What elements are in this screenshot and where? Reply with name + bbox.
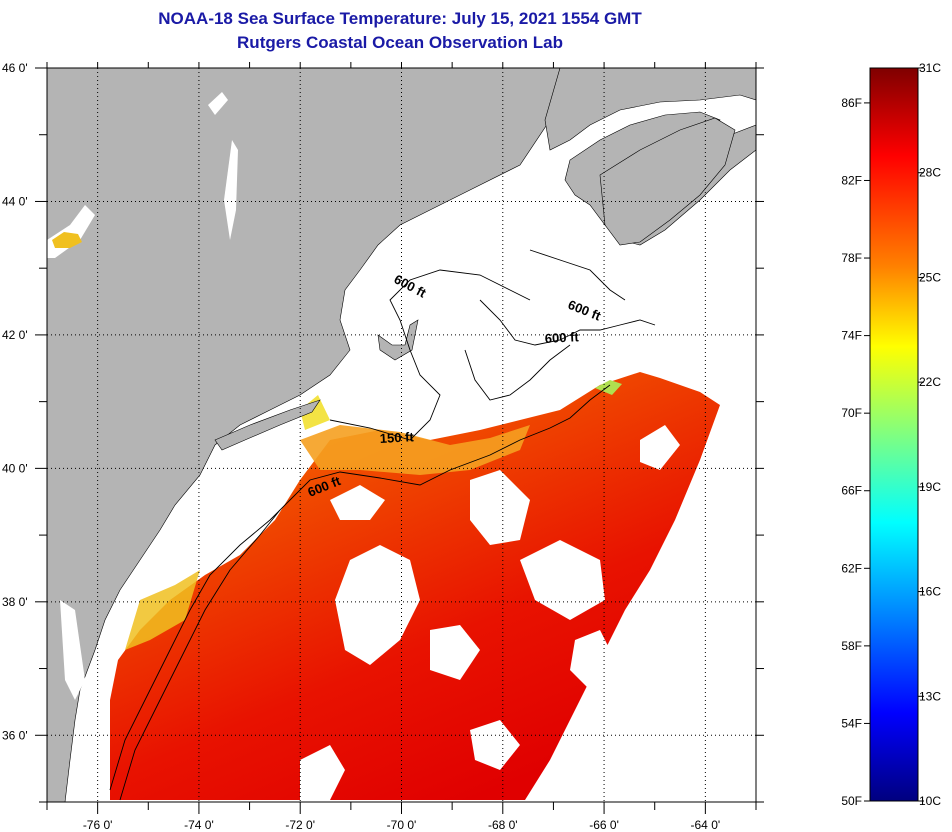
lon-label: -74 0': [184, 818, 214, 832]
sst-nearshore-warm: [125, 570, 200, 650]
land-cape-cod: [377, 319, 419, 361]
contour-label-georges-north: 600 ft: [544, 329, 579, 346]
colorbar-c-label: 22C: [919, 375, 941, 389]
lat-label: 42 0': [2, 328, 28, 342]
colorbar-f-label: 50F: [841, 794, 862, 808]
lon-label: -64 0': [691, 818, 721, 832]
colorbar-c-label: 28C: [919, 166, 941, 180]
colorbar-f-label: 82F: [841, 173, 862, 187]
lon-label: -76 0': [83, 818, 113, 832]
lat-label: 38 0': [2, 595, 28, 609]
lake: [60, 600, 85, 700]
colorbar-c-label: 25C: [919, 270, 941, 284]
cloud-patch: [640, 425, 680, 470]
colorbar-f-label: 78F: [841, 251, 862, 265]
bathymetry-contours: [109, 249, 656, 801]
colorbar-f-label: 66F: [841, 484, 862, 498]
colorbar-c-label: 13C: [919, 689, 941, 703]
map-subtitle: Rutgers Coastal Ocean Observation Lab: [237, 33, 563, 52]
land-us-mainland: [47, 68, 561, 802]
sst-shelf-orange: [300, 425, 530, 475]
lat-label: 44 0': [2, 194, 28, 208]
colorbar-fahrenheit-ticks: 86F 82F 78F 74F 70F 66F 62F 58F 54F 50F: [841, 96, 870, 808]
colorbar-c-label: 10C: [919, 794, 941, 808]
colorbar: [869, 67, 919, 802]
colorbar-c-label: 31C: [919, 61, 941, 75]
colorbar-f-label: 58F: [841, 639, 862, 653]
cloud-patch: [430, 625, 480, 680]
lat-label: 46 0': [2, 61, 28, 75]
colorbar-f-label: 70F: [841, 406, 862, 420]
cloud-patch: [470, 720, 520, 770]
lat-label: 36 0': [2, 728, 28, 742]
sst-yellow-patch: [300, 395, 330, 430]
lat-label: 40 0': [2, 461, 28, 475]
cloud-patch: [470, 470, 530, 545]
contour-label-nantucket-shoals: 150 ft: [379, 429, 414, 446]
sst-green-patch: [595, 380, 622, 395]
lon-label: -66 0': [589, 818, 619, 832]
colorbar-f-label: 74F: [841, 329, 862, 343]
colorbar-f-label: 62F: [841, 561, 862, 575]
lon-label: -72 0': [285, 818, 315, 832]
lake: [208, 92, 228, 115]
colorbar-f-label: 54F: [841, 716, 862, 730]
lon-label: -68 0': [488, 818, 518, 832]
cloud-patch: [330, 485, 385, 520]
cloud-patch: [300, 745, 345, 800]
colorbar-celsius-ticks: 31C 28C 25C 22C 19C 16C 13C 10C: [918, 61, 941, 808]
colorbar-c-label: 16C: [919, 585, 941, 599]
lon-label: -70 0': [387, 818, 417, 832]
land-nova-scotia: [599, 117, 736, 246]
axis-labels: -76 0' -74 0' -72 0' -70 0' -68 0' -66 0' -64 …: [2, 61, 720, 832]
cloud-patch: [520, 540, 605, 620]
land-long-island: [214, 399, 321, 451]
sst-lake-ontario: [52, 232, 82, 248]
lake: [224, 140, 238, 240]
colorbar-c-label: 19C: [919, 480, 941, 494]
cloud-patch: [335, 545, 420, 665]
axis-ticks: [35, 62, 764, 814]
colorbar-f-label: 86F: [841, 96, 862, 110]
map-title: NOAA-18 Sea Surface Temperature: July 15…: [158, 9, 642, 28]
